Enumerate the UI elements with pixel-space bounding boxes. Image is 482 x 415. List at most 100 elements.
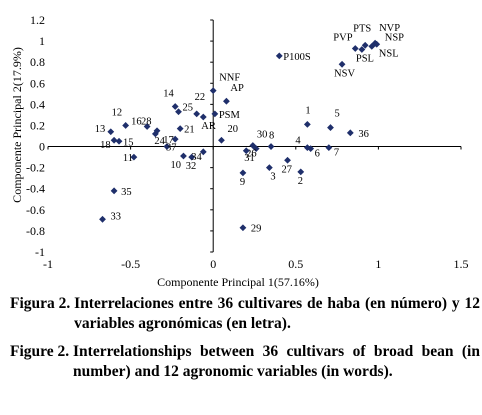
data-point-marker	[110, 136, 118, 144]
y-axis-title: Componente Principal 2(17.9%)	[10, 47, 24, 203]
data-point-marker	[110, 187, 118, 195]
x-tick-label: 1.5	[454, 257, 469, 271]
figure-caption-english: Figure 2. Interrelationships between 36 …	[10, 342, 480, 382]
data-point-label: 12	[112, 107, 123, 118]
data-point-marker	[211, 110, 219, 118]
data-point-label: NVP	[379, 23, 400, 34]
data-point-label: NSL	[379, 48, 399, 59]
y-tick-label: 0.6	[30, 76, 45, 90]
data-point-label: 10	[170, 160, 181, 171]
data-point-marker	[358, 46, 366, 53]
x-tick-label: -1	[43, 257, 53, 271]
data-point-marker	[199, 113, 207, 121]
data-point-label: PTS	[353, 23, 371, 34]
data-point-label: 27	[282, 164, 293, 175]
data-point-label: 31	[244, 153, 255, 164]
data-point-marker	[368, 42, 376, 50]
data-point-label: 33	[111, 211, 122, 222]
x-axis-title: Componente Principal 1(57.16%)	[157, 275, 319, 289]
data-point-marker	[163, 143, 171, 150]
data-point-marker	[143, 123, 151, 130]
y-tick-label: -0.4	[26, 182, 45, 196]
data-point-marker	[338, 60, 346, 68]
y-tick-label: -0.8	[26, 224, 45, 238]
data-point-marker	[171, 103, 179, 110]
data-point-label: PSL	[356, 54, 374, 65]
data-point-marker	[249, 142, 257, 149]
data-point-marker	[151, 130, 159, 138]
data-point-label: 6	[315, 149, 320, 160]
data-point-label: 16	[131, 117, 142, 128]
data-point-label: 14	[163, 88, 174, 99]
data-point-marker	[275, 52, 283, 60]
y-axis-ticks: 1.2 1 0.8 0.6 0.4 0.2 0 -0.2 -0.4 -0.6 -0.8 -1	[26, 13, 214, 259]
data-point-label: 7	[334, 148, 339, 159]
data-point-marker	[327, 124, 334, 131]
y-tick-label: 0.2	[30, 118, 45, 132]
data-point-marker	[267, 143, 275, 150]
data-point-label: 26	[246, 149, 256, 160]
data-point-label: 9	[240, 177, 245, 188]
y-tick-label: 0.4	[30, 97, 45, 111]
caption-number-spanish: Figura 2.	[10, 295, 75, 312]
data-point-label: NNF	[219, 73, 240, 84]
data-point-label: 34	[191, 152, 202, 163]
data-point-marker	[373, 40, 381, 48]
data-point-marker	[176, 125, 184, 133]
data-point-marker	[351, 45, 359, 52]
data-point-label: PSM	[219, 110, 241, 121]
data-point-label: 1	[305, 105, 310, 116]
caption-number-english: Figure 2.	[10, 343, 73, 360]
data-point-label: NSV	[334, 68, 355, 79]
data-point-label: PVP	[333, 32, 352, 43]
data-point-marker	[199, 148, 207, 156]
data-point-label: 25	[183, 103, 194, 114]
data-point-label: AR	[201, 121, 216, 132]
data-point-marker	[307, 145, 315, 153]
data-point-label: 8	[269, 131, 274, 142]
y-tick-label: 1	[39, 34, 45, 48]
caption-text-spanish: Interrelaciones entre 36 cultivares de h…	[74, 295, 480, 332]
data-point-label: 29	[251, 224, 262, 235]
data-point-marker	[303, 121, 311, 128]
data-point-label: 37	[166, 143, 177, 154]
data-point-label: 13	[95, 124, 106, 135]
data-point-marker	[180, 152, 187, 160]
data-point-label: 35	[121, 187, 132, 198]
data-point-label: 30	[257, 129, 268, 140]
data-point-marker	[223, 97, 230, 105]
data-point-marker	[242, 147, 250, 155]
data-point-marker	[265, 164, 273, 172]
y-tick-label: 0	[39, 140, 45, 154]
data-point-marker	[99, 215, 106, 223]
data-point-label: 18	[100, 140, 111, 151]
data-point-marker	[171, 135, 179, 143]
data-point-marker	[115, 137, 123, 145]
data-point-marker	[239, 169, 247, 177]
x-tick-label: 0	[210, 257, 216, 271]
data-point-marker	[239, 224, 247, 232]
data-point-label: 28	[141, 117, 152, 128]
data-point-label: 5	[334, 109, 339, 120]
y-tick-label: -1	[35, 245, 45, 259]
x-axis-ticks: -1 -0.5 0 0.5 1 1.5	[43, 146, 469, 271]
x-tick-label: -0.5	[121, 257, 140, 271]
data-point-marker	[325, 144, 333, 151]
data-point-label: 20	[227, 124, 238, 135]
data-point-label: AP	[230, 83, 244, 94]
data-point-marker	[361, 41, 369, 49]
data-point-marker	[188, 153, 196, 161]
y-tick-label: 0.8	[30, 55, 45, 69]
data-point-marker	[252, 145, 260, 153]
scatter-chart: 1.2 1 0.8 0.6 0.4 0.2 0 -0.2 -0.4 -0.6 -0.8 -1 -1 -0…	[10, 13, 469, 289]
caption-text-english: Interrelationships between 36 cultivars …	[73, 343, 480, 380]
data-point-label: 21	[184, 125, 195, 136]
data-point-label: 3	[270, 172, 275, 183]
data-point-marker	[193, 110, 201, 118]
data-point-label: 15	[123, 137, 134, 148]
data-point-marker	[209, 87, 217, 95]
data-point-marker	[284, 156, 291, 164]
data-point-marker	[346, 129, 354, 137]
data-point-label: NSP	[385, 32, 404, 43]
